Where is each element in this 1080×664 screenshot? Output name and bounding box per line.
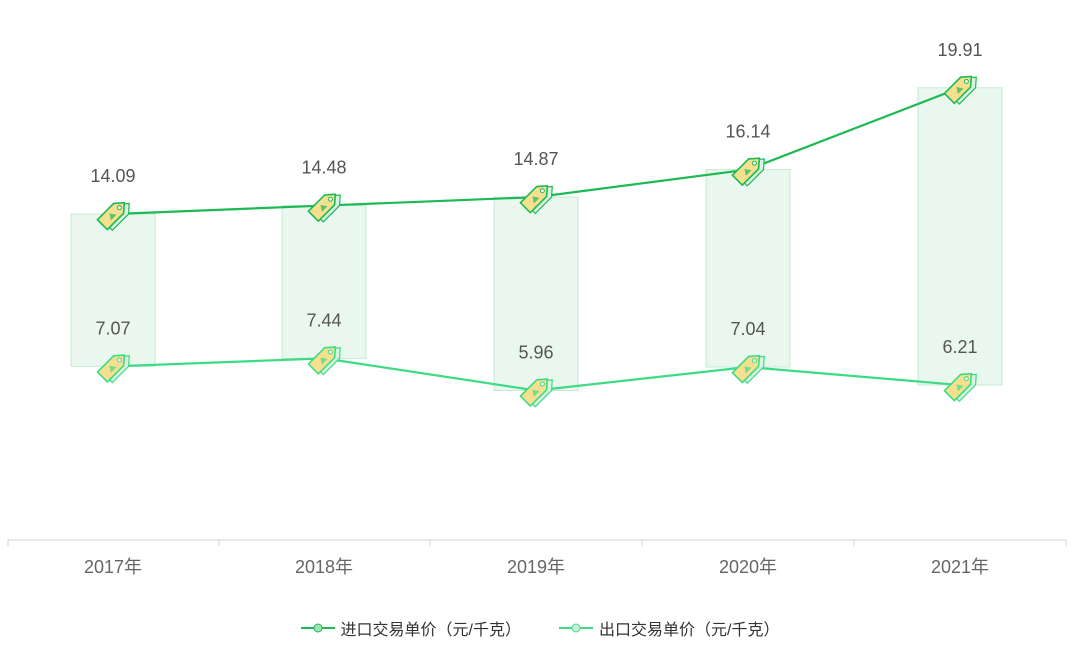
import-value-label: 14.48 (301, 158, 346, 178)
export-value-label: 7.04 (730, 319, 765, 339)
import-value-label: 16.14 (725, 122, 770, 142)
x-tick-label: 2021年 (931, 557, 989, 577)
price-tag-icon[interactable] (96, 196, 134, 233)
x-tick-label: 2017年 (84, 557, 142, 577)
price-tag-icon[interactable] (519, 179, 557, 216)
x-axis-ticks: 2017年 2018年 2019年 2020年 2021年 (7, 540, 1067, 577)
legend-line-marker-icon (300, 623, 335, 633)
price-tag-icon[interactable] (943, 367, 981, 404)
x-tick-label: 2019年 (507, 557, 565, 577)
range-bar (917, 87, 1003, 386)
legend-label-export: 出口交易单价（元/千克） (599, 622, 780, 639)
export-value-label: 5.96 (518, 342, 553, 362)
x-tick-label: 2020年 (719, 557, 777, 577)
export-value-label: 6.21 (942, 337, 977, 357)
range-bar (705, 169, 791, 368)
price-tag-icon[interactable] (731, 349, 769, 386)
price-tag-icon[interactable] (943, 69, 981, 106)
range-bar (70, 213, 156, 367)
price-tag-icon[interactable] (307, 340, 345, 377)
x-tick-label: 2018年 (295, 557, 353, 577)
chart-area: 2017年 2018年 2019年 2020年 2021年 14.09 14.48 14.8… (7, 40, 1067, 577)
import-value-label: 14.87 (513, 149, 558, 169)
export-value-label: 7.44 (306, 310, 341, 330)
legend-item-export[interactable]: 出口交易单价（元/千克） (559, 616, 779, 640)
data-labels: 14.09 14.48 14.87 16.14 19.91 7.07 7.44 5.96 7.0… (90, 40, 982, 363)
series-markers (96, 69, 981, 409)
export-value-label: 7.07 (95, 318, 130, 338)
import-value-label: 14.09 (90, 166, 135, 186)
price-tag-icon[interactable] (96, 348, 134, 385)
legend-label-import: 进口交易单价（元/千克） (340, 622, 521, 639)
price-tag-icon[interactable] (731, 151, 769, 188)
legend: 进口交易单价（元/千克） 出口交易单价（元/千克） (0, 616, 1080, 640)
import-value-label: 19.91 (937, 40, 982, 60)
legend-line-marker-icon (559, 623, 593, 633)
legend-item-import[interactable]: 进口交易单价（元/千克） (300, 616, 521, 640)
range-bar (281, 205, 367, 359)
price-tag-icon[interactable] (307, 187, 345, 224)
price-tag-icon[interactable] (519, 372, 557, 409)
